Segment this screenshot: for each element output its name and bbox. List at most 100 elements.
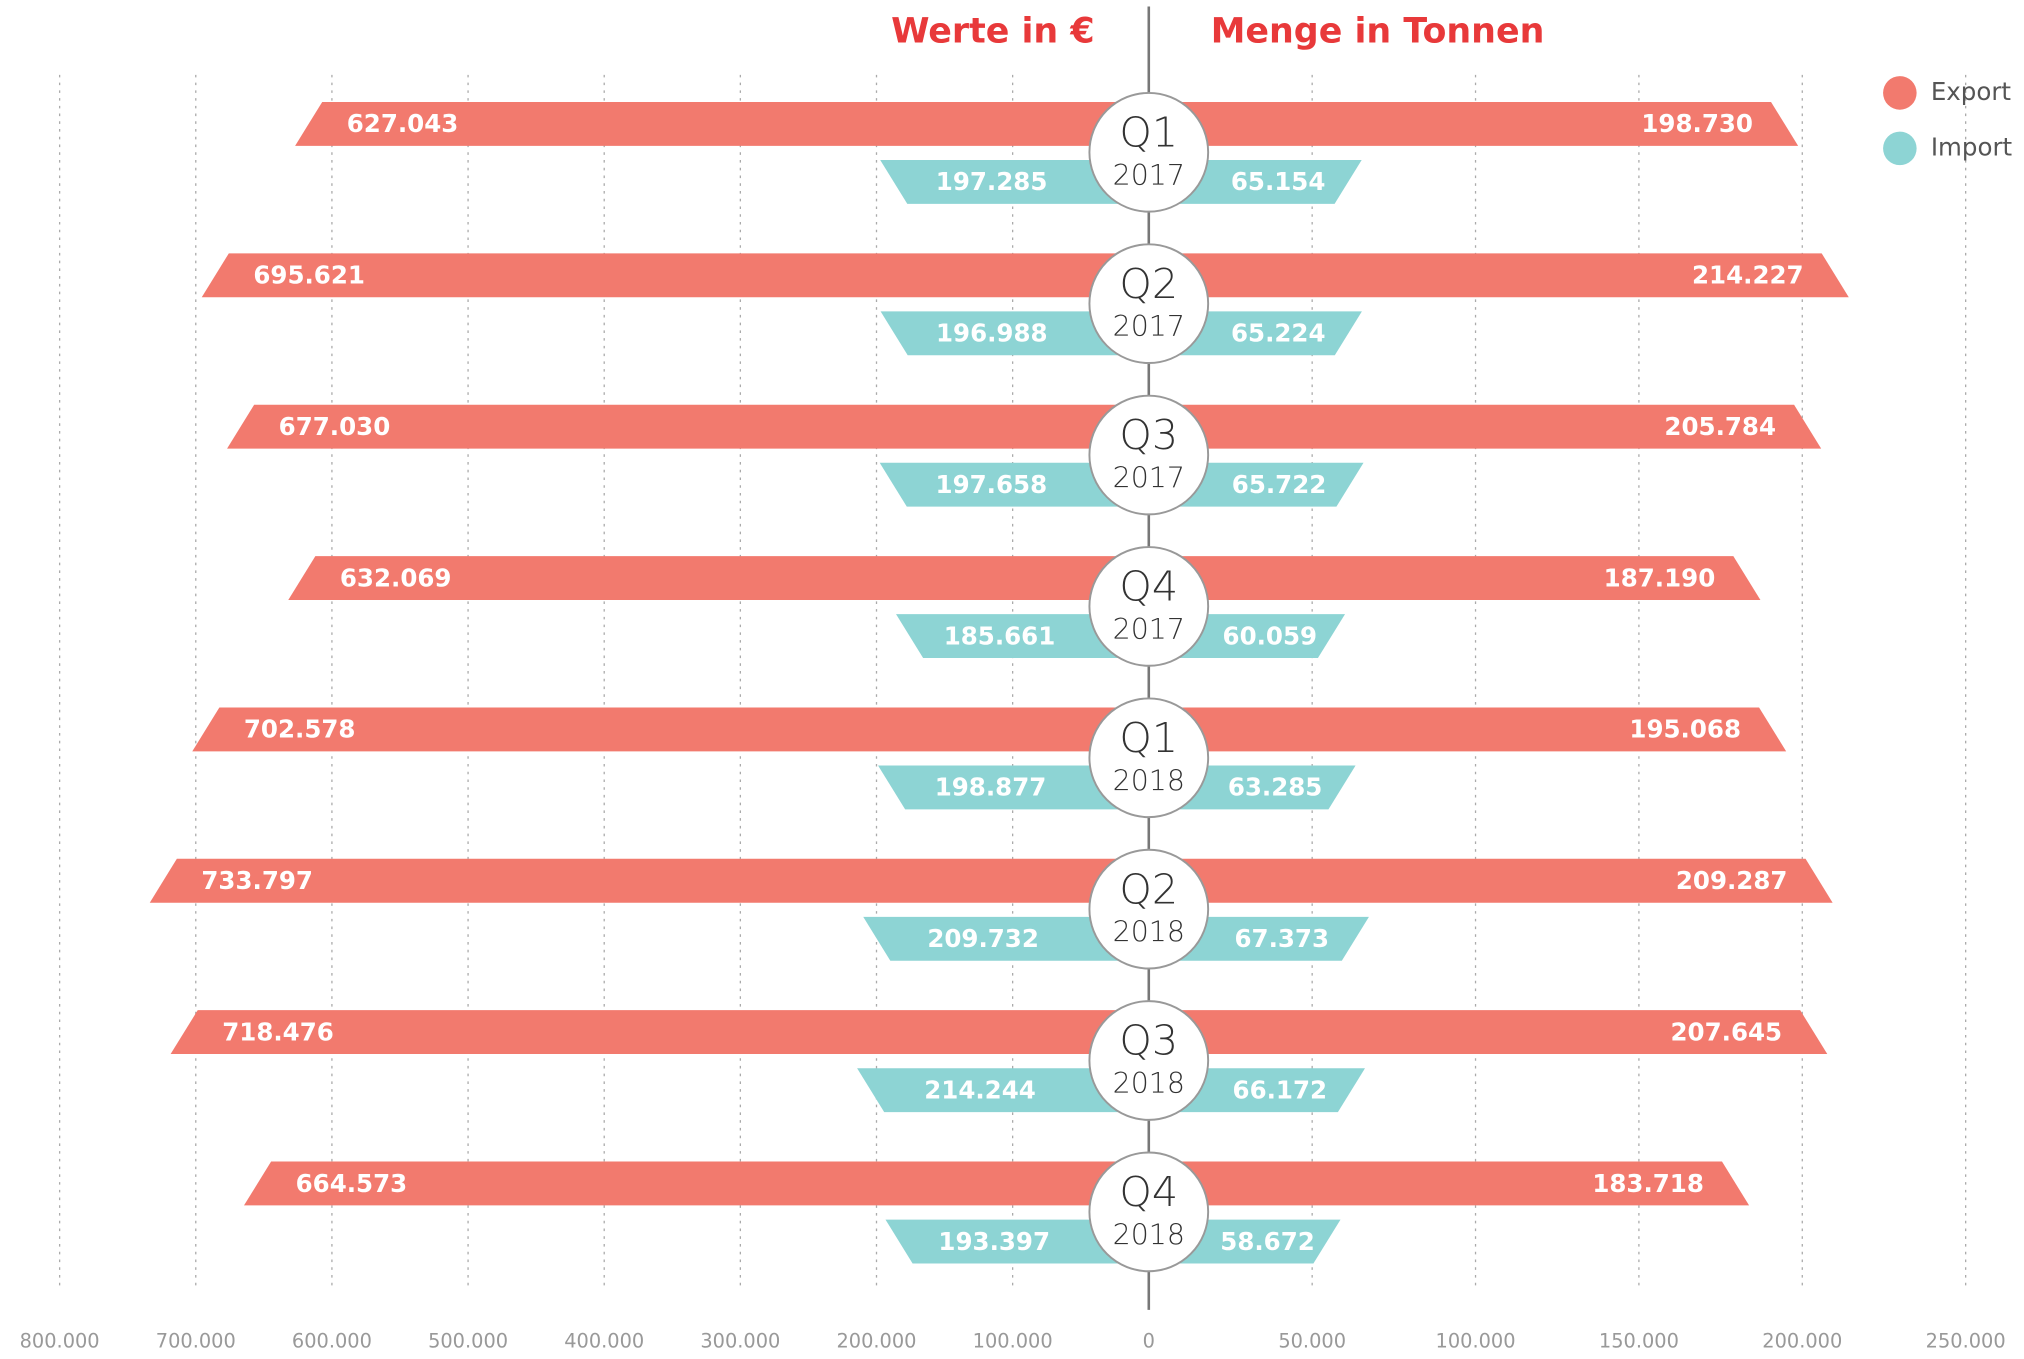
category-badge: [1088, 848, 1210, 970]
x-tick-label: 800.000: [20, 1330, 100, 1353]
bar-left: [885, 1219, 1149, 1264]
category-quarter: Q3: [1119, 1017, 1178, 1065]
left-title: Werte in €: [891, 11, 1094, 51]
value-label: 63.285: [1228, 773, 1323, 802]
value-label: 67.373: [1234, 924, 1329, 953]
bar-left: [879, 462, 1149, 507]
value-label: 702.578: [244, 715, 356, 744]
bar-left: [863, 916, 1149, 961]
value-label: 66.172: [1233, 1075, 1328, 1104]
value-label: 65.722: [1232, 470, 1327, 499]
value-label: 65.224: [1231, 319, 1326, 348]
bar-left: [880, 311, 1149, 356]
value-label: 196.988: [936, 319, 1048, 348]
category-quarter: Q4: [1119, 1168, 1178, 1216]
x2-tick-label: 150.000: [1599, 1330, 1679, 1353]
category-badge: [1088, 243, 1210, 364]
category-badge: [1088, 91, 1210, 213]
bar-left: [896, 614, 1149, 659]
bar-left: [880, 160, 1149, 204]
bar-right: [1148, 404, 1822, 449]
value-label: 65.154: [1231, 167, 1326, 196]
value-label: 632.069: [340, 563, 452, 592]
bar-left: [149, 858, 1149, 903]
legend-swatch: [1883, 131, 1917, 166]
category-year: 2018: [1113, 916, 1185, 949]
bar-left: [170, 1010, 1149, 1055]
value-label: 214.227: [1692, 261, 1804, 290]
category-year: 2017: [1113, 159, 1185, 192]
value-label: 695.621: [253, 261, 365, 290]
bar-right: [1148, 707, 1787, 752]
value-label: 207.645: [1671, 1017, 1783, 1046]
value-label: 718.476: [222, 1017, 334, 1046]
value-label: 214.244: [924, 1075, 1036, 1104]
category-quarter: Q4: [1119, 563, 1178, 611]
category-quarter: Q1: [1119, 714, 1178, 762]
bar-right: [1148, 858, 1833, 903]
bar-right: [1148, 101, 1799, 146]
legend-swatch: [1883, 76, 1917, 110]
value-label: 197.658: [936, 470, 1048, 499]
category-badge: [1088, 546, 1210, 667]
bar-right: [1148, 556, 1761, 600]
x2-tick-label: 50.000: [1278, 1330, 1346, 1353]
category-quarter: Q3: [1119, 411, 1178, 459]
bar-left: [201, 253, 1149, 298]
right-title: Menge in Tonnen: [1211, 11, 1545, 51]
x-tick-label: 100.000: [973, 1330, 1053, 1353]
value-label: 733.797: [201, 866, 313, 895]
x-tick-label: 500.000: [428, 1330, 508, 1353]
bar-left: [288, 556, 1149, 600]
value-label: 209.287: [1676, 866, 1788, 895]
value-label: 195.068: [1629, 715, 1741, 744]
category-year: 2018: [1113, 764, 1185, 797]
x-tick-label: 600.000: [292, 1330, 372, 1353]
value-label: 185.661: [944, 621, 1056, 650]
x2-tick-label: 200.000: [1762, 1330, 1842, 1353]
bar-left: [295, 101, 1149, 146]
value-label: 205.784: [1664, 412, 1776, 441]
category-year: 2018: [1113, 1067, 1185, 1100]
category-quarter: Q2: [1119, 260, 1178, 308]
category-badge: [1088, 1000, 1210, 1121]
bar-right: [1148, 253, 1849, 298]
category-year: 2017: [1113, 613, 1185, 646]
value-label: 193.397: [938, 1227, 1050, 1256]
bar-left: [878, 765, 1149, 810]
bar-right: [1148, 1010, 1828, 1055]
bar-left: [192, 707, 1149, 752]
category-badge: [1088, 394, 1210, 516]
value-label: 197.285: [936, 167, 1048, 196]
x-tick-label: 300.000: [700, 1330, 780, 1353]
value-label: 209.732: [927, 924, 1039, 953]
bar-left: [227, 404, 1149, 449]
value-label: 664.573: [296, 1169, 408, 1198]
category-badge: [1088, 697, 1210, 819]
x-tick-label: 700.000: [156, 1330, 236, 1353]
bar-right: [1148, 1161, 1750, 1206]
legend-label: Import: [1931, 132, 2013, 161]
value-label: 187.190: [1604, 563, 1716, 592]
bar-left: [857, 1068, 1149, 1113]
x2-tick-label: 100.000: [1436, 1330, 1516, 1353]
value-label: 198.730: [1641, 109, 1753, 138]
legend-label: Export: [1931, 77, 2012, 106]
category-badge: [1088, 1151, 1210, 1273]
x-tick-label: 200.000: [837, 1330, 917, 1353]
x-tick-label: 0: [1143, 1330, 1155, 1353]
category-quarter: Q1: [1119, 109, 1178, 157]
x2-tick-label: 250.000: [1926, 1330, 2006, 1353]
value-label: 627.043: [347, 109, 459, 138]
category-quarter: Q2: [1119, 865, 1178, 913]
category-year: 2017: [1113, 310, 1185, 343]
value-label: 183.718: [1592, 1169, 1704, 1198]
category-year: 2018: [1113, 1218, 1185, 1251]
value-label: 60.059: [1223, 621, 1318, 650]
value-label: 677.030: [279, 412, 391, 441]
value-label: 198.877: [935, 773, 1047, 802]
category-year: 2017: [1113, 462, 1185, 495]
value-label: 58.672: [1220, 1227, 1315, 1256]
bar-left: [244, 1161, 1149, 1206]
